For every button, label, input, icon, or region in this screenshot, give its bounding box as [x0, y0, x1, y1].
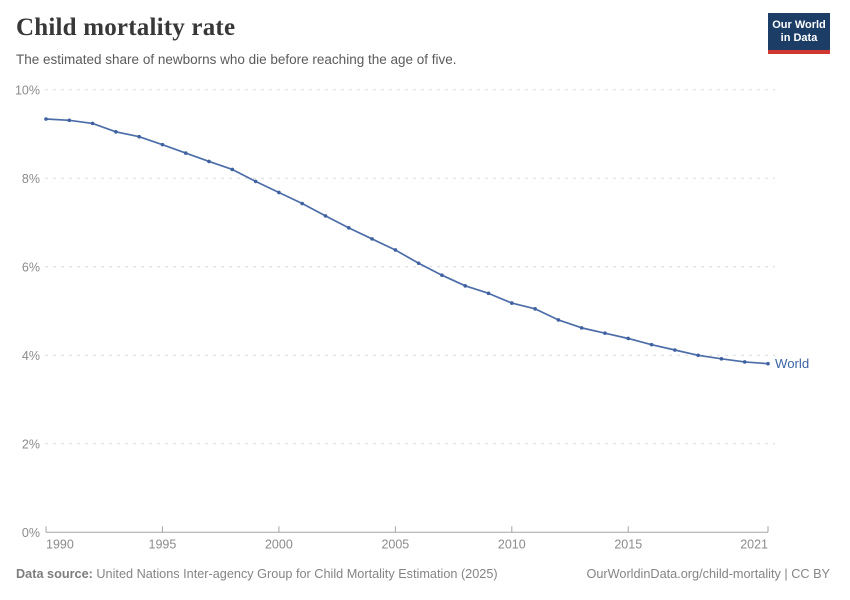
y-axis-tick-label: 8%: [22, 172, 40, 186]
data-point[interactable]: [673, 348, 677, 352]
data-point[interactable]: [183, 151, 188, 155]
owid-logo[interactable]: Our World in Data: [768, 13, 830, 54]
y-axis-tick-label: 2%: [22, 437, 40, 451]
data-point[interactable]: [463, 284, 468, 288]
data-source-note: Data source: United Nations Inter-agency…: [16, 567, 498, 581]
data-point[interactable]: [579, 326, 584, 330]
data-point[interactable]: [696, 353, 700, 358]
chart-subtitle: The estimated share of newborns who die …: [16, 52, 457, 67]
line-chart-plot: 0% 2% 4% 6% 8% 10% 1990 1995 2000 2005 2010 2015 202…: [15, 83, 809, 551]
x-axis-tick-label: 2021: [740, 537, 768, 551]
data-point[interactable]: [486, 291, 491, 296]
x-axis-tick-label: 2000: [265, 537, 293, 551]
owid-logo-line1: Our World: [772, 19, 826, 31]
data-point[interactable]: [556, 318, 561, 322]
data-point[interactable]: [510, 301, 514, 305]
data-point[interactable]: [44, 117, 48, 121]
data-point[interactable]: [160, 142, 165, 147]
data-point[interactable]: [440, 273, 444, 278]
x-axis-tick-label: 2005: [381, 537, 409, 551]
chart-footer: Data source: United Nations Inter-agency…: [16, 567, 830, 581]
data-point[interactable]: [114, 130, 118, 134]
data-point[interactable]: [370, 237, 374, 241]
data-point[interactable]: [207, 159, 211, 164]
data-source-text: United Nations Inter-agency Group for Ch…: [92, 567, 498, 581]
y-axis-tick-label: 0%: [22, 526, 40, 540]
series-line-world[interactable]: [45, 118, 769, 365]
data-source-label: Data source:: [16, 567, 93, 581]
owid-logo-line2: in Data: [780, 32, 818, 44]
data-point[interactable]: [90, 121, 95, 126]
x-axis-tick-label: 2015: [614, 537, 642, 551]
data-point[interactable]: [393, 248, 398, 252]
data-point[interactable]: [742, 360, 747, 364]
series-label-world[interactable]: World: [775, 356, 809, 371]
owid-logo-accent-bar: [768, 50, 830, 54]
x-axis-tick-label: 1995: [149, 537, 177, 551]
data-point[interactable]: [626, 336, 631, 341]
y-axis-tick-label: 6%: [22, 260, 40, 274]
data-point[interactable]: [766, 361, 770, 366]
data-point[interactable]: [649, 342, 654, 347]
data-point[interactable]: [253, 179, 258, 184]
data-point[interactable]: [277, 190, 281, 195]
data-point[interactable]: [323, 214, 328, 218]
x-axis-tick-label: 2010: [498, 537, 526, 551]
y-axis-tick-label: 10%: [15, 83, 40, 97]
data-point[interactable]: [67, 118, 72, 123]
owid-url-license[interactable]: OurWorldinData.org/child-mortality | CC …: [586, 567, 831, 581]
y-axis-tick-label: 4%: [22, 349, 40, 363]
data-point[interactable]: [300, 201, 304, 206]
chart-title: Child mortality rate: [16, 14, 236, 41]
data-point[interactable]: [719, 357, 724, 361]
data-point[interactable]: [230, 167, 235, 172]
data-point[interactable]: [533, 307, 537, 311]
data-point[interactable]: [603, 331, 607, 335]
data-point[interactable]: [137, 134, 141, 139]
data-point[interactable]: [346, 226, 351, 230]
data-point[interactable]: [416, 261, 421, 266]
owid-logo-text: Our World in Data: [768, 13, 830, 50]
x-axis-tick-label: 1990: [46, 537, 74, 551]
